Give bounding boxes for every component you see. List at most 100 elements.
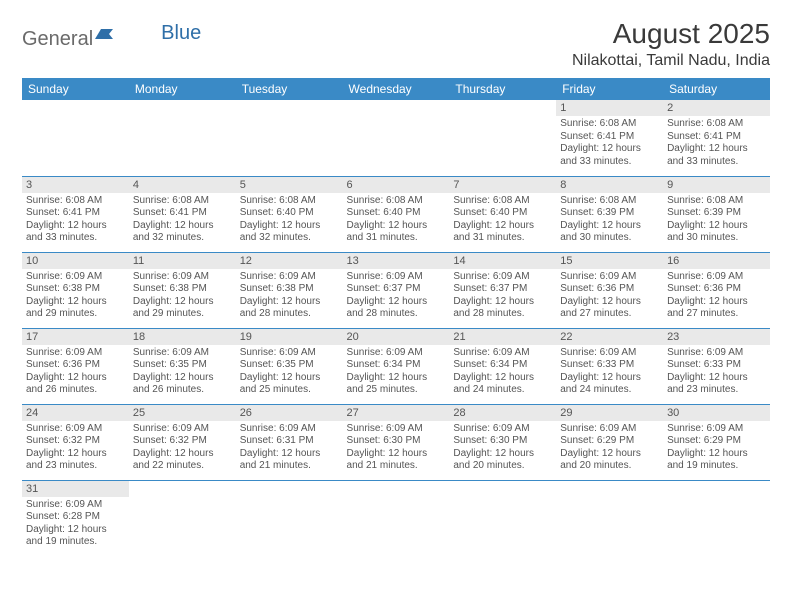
- daylight-line1: Daylight: 12 hours: [240, 372, 339, 385]
- calendar-cell: 25Sunrise: 6:09 AMSunset: 6:32 PMDayligh…: [129, 404, 236, 480]
- calendar-cell: 12Sunrise: 6:09 AMSunset: 6:38 PMDayligh…: [236, 252, 343, 328]
- calendar-cell: [129, 480, 236, 556]
- calendar-cell: 27Sunrise: 6:09 AMSunset: 6:30 PMDayligh…: [343, 404, 450, 480]
- daylight-line1: Daylight: 12 hours: [133, 372, 232, 385]
- day-details: Sunrise: 6:09 AMSunset: 6:31 PMDaylight:…: [236, 421, 343, 477]
- sunrise: Sunrise: 6:09 AM: [133, 347, 232, 360]
- calendar-cell: 5Sunrise: 6:08 AMSunset: 6:40 PMDaylight…: [236, 176, 343, 252]
- sunset: Sunset: 6:33 PM: [560, 359, 659, 372]
- daylight-line2: and 20 minutes.: [560, 460, 659, 473]
- daylight-line2: and 26 minutes.: [26, 384, 125, 397]
- daylight-line1: Daylight: 12 hours: [453, 296, 552, 309]
- day-number: 27: [343, 405, 450, 421]
- sunset: Sunset: 6:36 PM: [560, 283, 659, 296]
- sunset: Sunset: 6:38 PM: [133, 283, 232, 296]
- day-number: 19: [236, 329, 343, 345]
- calendar-cell: [449, 100, 556, 176]
- sunrise: Sunrise: 6:09 AM: [133, 423, 232, 436]
- calendar-cell: 18Sunrise: 6:09 AMSunset: 6:35 PMDayligh…: [129, 328, 236, 404]
- daylight-line2: and 19 minutes.: [26, 536, 125, 549]
- calendar-cell: 21Sunrise: 6:09 AMSunset: 6:34 PMDayligh…: [449, 328, 556, 404]
- daylight-line1: Daylight: 12 hours: [240, 296, 339, 309]
- sunset: Sunset: 6:32 PM: [26, 435, 125, 448]
- calendar-cell: [449, 480, 556, 556]
- sunset: Sunset: 6:40 PM: [240, 207, 339, 220]
- calendar-body: 1Sunrise: 6:08 AMSunset: 6:41 PMDaylight…: [22, 100, 770, 556]
- day-number: 7: [449, 177, 556, 193]
- calendar-cell: 10Sunrise: 6:09 AMSunset: 6:38 PMDayligh…: [22, 252, 129, 328]
- daylight-line2: and 24 minutes.: [453, 384, 552, 397]
- sunset: Sunset: 6:32 PM: [133, 435, 232, 448]
- day-details: Sunrise: 6:09 AMSunset: 6:34 PMDaylight:…: [449, 345, 556, 401]
- sunset: Sunset: 6:29 PM: [560, 435, 659, 448]
- calendar-cell: [663, 480, 770, 556]
- calendar-cell: [343, 100, 450, 176]
- calendar-cell: 2Sunrise: 6:08 AMSunset: 6:41 PMDaylight…: [663, 100, 770, 176]
- sunset: Sunset: 6:39 PM: [667, 207, 766, 220]
- calendar-cell: 22Sunrise: 6:09 AMSunset: 6:33 PMDayligh…: [556, 328, 663, 404]
- sunrise: Sunrise: 6:08 AM: [453, 195, 552, 208]
- calendar-cell: 4Sunrise: 6:08 AMSunset: 6:41 PMDaylight…: [129, 176, 236, 252]
- daylight-line2: and 31 minutes.: [347, 232, 446, 245]
- sunset: Sunset: 6:36 PM: [667, 283, 766, 296]
- calendar-cell: 1Sunrise: 6:08 AMSunset: 6:41 PMDaylight…: [556, 100, 663, 176]
- calendar-cell: 26Sunrise: 6:09 AMSunset: 6:31 PMDayligh…: [236, 404, 343, 480]
- day-details: Sunrise: 6:08 AMSunset: 6:41 PMDaylight:…: [556, 116, 663, 172]
- calendar-cell: 9Sunrise: 6:08 AMSunset: 6:39 PMDaylight…: [663, 176, 770, 252]
- calendar-cell: 16Sunrise: 6:09 AMSunset: 6:36 PMDayligh…: [663, 252, 770, 328]
- calendar-cell: 8Sunrise: 6:08 AMSunset: 6:39 PMDaylight…: [556, 176, 663, 252]
- day-number: 14: [449, 253, 556, 269]
- daylight-line1: Daylight: 12 hours: [133, 296, 232, 309]
- day-details: Sunrise: 6:09 AMSunset: 6:33 PMDaylight:…: [663, 345, 770, 401]
- sunrise: Sunrise: 6:09 AM: [26, 423, 125, 436]
- sunset: Sunset: 6:38 PM: [240, 283, 339, 296]
- calendar-cell: 23Sunrise: 6:09 AMSunset: 6:33 PMDayligh…: [663, 328, 770, 404]
- daylight-line1: Daylight: 12 hours: [240, 448, 339, 461]
- day-details: Sunrise: 6:09 AMSunset: 6:36 PMDaylight:…: [22, 345, 129, 401]
- sunrise: Sunrise: 6:09 AM: [453, 347, 552, 360]
- day-details: Sunrise: 6:08 AMSunset: 6:41 PMDaylight:…: [663, 116, 770, 172]
- daylight-line1: Daylight: 12 hours: [560, 143, 659, 156]
- day-number: 30: [663, 405, 770, 421]
- sunset: Sunset: 6:34 PM: [347, 359, 446, 372]
- sunset: Sunset: 6:38 PM: [26, 283, 125, 296]
- daylight-line2: and 25 minutes.: [240, 384, 339, 397]
- calendar-cell: [556, 480, 663, 556]
- daylight-line2: and 25 minutes.: [347, 384, 446, 397]
- day-details: Sunrise: 6:09 AMSunset: 6:32 PMDaylight:…: [22, 421, 129, 477]
- daylight-line1: Daylight: 12 hours: [453, 448, 552, 461]
- day-number: 17: [22, 329, 129, 345]
- daylight-line1: Daylight: 12 hours: [347, 372, 446, 385]
- calendar-cell: [22, 100, 129, 176]
- day-number: 20: [343, 329, 450, 345]
- sunrise: Sunrise: 6:08 AM: [560, 118, 659, 131]
- calendar-cell: [129, 100, 236, 176]
- day-details: Sunrise: 6:09 AMSunset: 6:28 PMDaylight:…: [22, 497, 129, 553]
- day-number: 3: [22, 177, 129, 193]
- day-details: Sunrise: 6:09 AMSunset: 6:34 PMDaylight:…: [343, 345, 450, 401]
- calendar-row: 31Sunrise: 6:09 AMSunset: 6:28 PMDayligh…: [22, 480, 770, 556]
- day-details: Sunrise: 6:09 AMSunset: 6:30 PMDaylight:…: [449, 421, 556, 477]
- logo: General Blue: [22, 18, 201, 55]
- daylight-line1: Daylight: 12 hours: [560, 296, 659, 309]
- day-details: Sunrise: 6:09 AMSunset: 6:37 PMDaylight:…: [343, 269, 450, 325]
- daylight-line1: Daylight: 12 hours: [453, 372, 552, 385]
- daylight-line2: and 28 minutes.: [240, 308, 339, 321]
- day-header: Saturday: [663, 78, 770, 100]
- sunset: Sunset: 6:31 PM: [240, 435, 339, 448]
- daylight-line2: and 20 minutes.: [453, 460, 552, 473]
- day-details: Sunrise: 6:09 AMSunset: 6:29 PMDaylight:…: [663, 421, 770, 477]
- sunrise: Sunrise: 6:09 AM: [347, 271, 446, 284]
- day-number: 5: [236, 177, 343, 193]
- daylight-line1: Daylight: 12 hours: [240, 220, 339, 233]
- daylight-line1: Daylight: 12 hours: [26, 372, 125, 385]
- calendar-cell: 3Sunrise: 6:08 AMSunset: 6:41 PMDaylight…: [22, 176, 129, 252]
- daylight-line1: Daylight: 12 hours: [347, 296, 446, 309]
- daylight-line2: and 32 minutes.: [240, 232, 339, 245]
- calendar-cell: [236, 100, 343, 176]
- day-details: Sunrise: 6:08 AMSunset: 6:40 PMDaylight:…: [449, 193, 556, 249]
- sunset: Sunset: 6:41 PM: [26, 207, 125, 220]
- day-number: 15: [556, 253, 663, 269]
- sunset: Sunset: 6:41 PM: [133, 207, 232, 220]
- day-number: 10: [22, 253, 129, 269]
